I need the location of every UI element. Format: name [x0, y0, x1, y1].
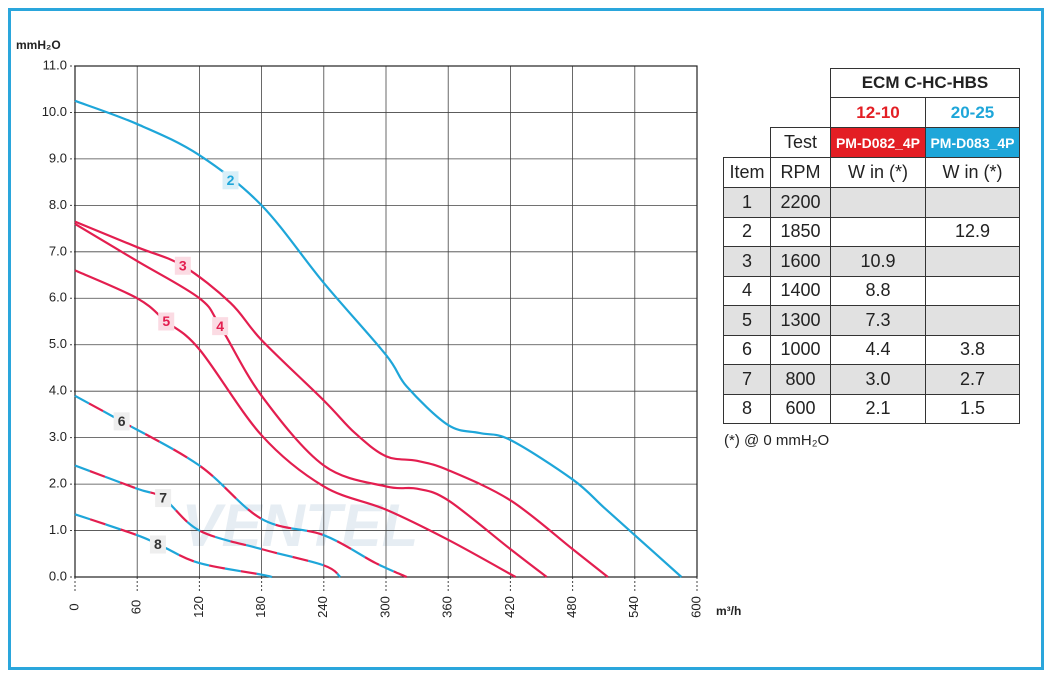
series-label: 7: [159, 490, 167, 506]
table-cell: RPM: [770, 157, 831, 188]
table-cell: 8: [723, 393, 771, 424]
table-cell: 800: [770, 364, 831, 395]
x-tick-label: 480: [564, 596, 579, 618]
table-cell: 1400: [770, 275, 831, 306]
watermark: VENTEL: [182, 492, 419, 559]
footnote: (*) @ 0 mmH₂O: [724, 432, 830, 449]
series-line: [74, 513, 273, 579]
table-cell: 1000: [770, 334, 831, 365]
table-cell: 6: [723, 334, 771, 365]
series-label-bg: [158, 312, 175, 331]
series-line: [74, 464, 342, 578]
table-cell: 3.0: [830, 364, 926, 395]
table-cell: ECM C-HC-HBS: [830, 68, 1020, 98]
table-cell: 7: [723, 364, 771, 395]
y-tick-label: 4.0: [49, 383, 67, 398]
table-cell: [925, 187, 1020, 218]
y-tick-label: 0.0: [49, 568, 67, 583]
series-label-bg: [149, 535, 166, 554]
series-label: 5: [162, 313, 170, 329]
table-cell: PM-D083_4P: [925, 127, 1020, 158]
table-cell: 4.4: [830, 334, 926, 365]
series-line: [74, 223, 548, 578]
y-tick-label: 11.0: [43, 57, 67, 72]
plot-border: [74, 65, 698, 578]
y-tick-label: 7.0: [49, 243, 67, 258]
x-axis-label: m³/h: [716, 604, 741, 618]
y-tick-label: 9.0: [49, 150, 67, 165]
table-cell: Test: [770, 127, 831, 158]
table-cell: 1300: [770, 305, 831, 336]
table-cell: [925, 246, 1020, 277]
x-tick-label: 60: [129, 600, 144, 614]
table-cell: 1: [723, 187, 771, 218]
table-cell: 7.3: [830, 305, 926, 336]
series-label: 4: [216, 318, 224, 334]
table-cell: 12-10: [830, 97, 926, 128]
table-cell: 1600: [770, 246, 831, 277]
table-cell: Item: [723, 157, 771, 188]
table-cell: PM-D082_4P: [830, 127, 926, 158]
y-tick-label: 5.0: [49, 336, 67, 351]
series-label-bg: [212, 317, 229, 336]
table-cell: 2200: [770, 187, 831, 218]
table-cell: 10.9: [830, 246, 926, 277]
table-cell: 2: [723, 216, 771, 247]
table-cell: 2.1: [830, 393, 926, 424]
series-label-bg: [155, 489, 172, 508]
x-tick-label: 420: [502, 596, 517, 618]
table-cell: 20-25: [925, 97, 1020, 128]
table-cell: 3: [723, 246, 771, 277]
table-cell: 1.5: [925, 393, 1020, 424]
y-tick-label: 8.0: [49, 197, 67, 212]
series-line: [74, 269, 517, 578]
table-cell: 600: [770, 393, 831, 424]
x-tick-label: 240: [315, 596, 330, 618]
table-cell: [830, 187, 926, 218]
series-label: 8: [154, 536, 162, 552]
series-label-bg: [174, 256, 191, 275]
x-tick-label: 600: [688, 596, 703, 618]
x-tick-label: 300: [377, 596, 392, 618]
series-line: [74, 513, 273, 579]
series-label: 3: [179, 257, 187, 273]
y-tick-label: 10.0: [42, 104, 67, 119]
table-cell: 12.9: [925, 216, 1020, 247]
x-tick-label: 120: [191, 596, 206, 618]
table-cell: 5: [723, 305, 771, 336]
table-cell: 3.8: [925, 334, 1020, 365]
y-axis-label: mmH₂O: [16, 38, 61, 52]
table-cell: W in (*): [925, 157, 1020, 188]
series-line: [74, 464, 342, 578]
series-label: 2: [227, 172, 235, 188]
table-cell: 2.7: [925, 364, 1020, 395]
table-cell: [925, 305, 1020, 336]
table-cell: 4: [723, 275, 771, 306]
series-label-bg: [222, 171, 239, 190]
y-tick-label: 3.0: [49, 429, 67, 444]
x-tick-label: 360: [440, 596, 455, 618]
x-tick-label: 0: [66, 603, 81, 610]
table-cell: 1850: [770, 216, 831, 247]
series-label-bg: [113, 412, 130, 431]
y-tick-label: 2.0: [49, 476, 67, 491]
y-tick-label: 6.0: [49, 290, 67, 305]
series-line: [74, 99, 683, 578]
x-tick-label: 180: [253, 596, 268, 618]
x-tick-label: 540: [626, 596, 641, 618]
frame: [8, 8, 1044, 670]
table-cell: [830, 216, 926, 247]
table-cell: 8.8: [830, 275, 926, 306]
table-cell: [925, 275, 1020, 306]
series-label: 6: [118, 413, 126, 429]
y-tick-label: 1.0: [49, 522, 67, 537]
table-cell: W in (*): [830, 157, 926, 188]
